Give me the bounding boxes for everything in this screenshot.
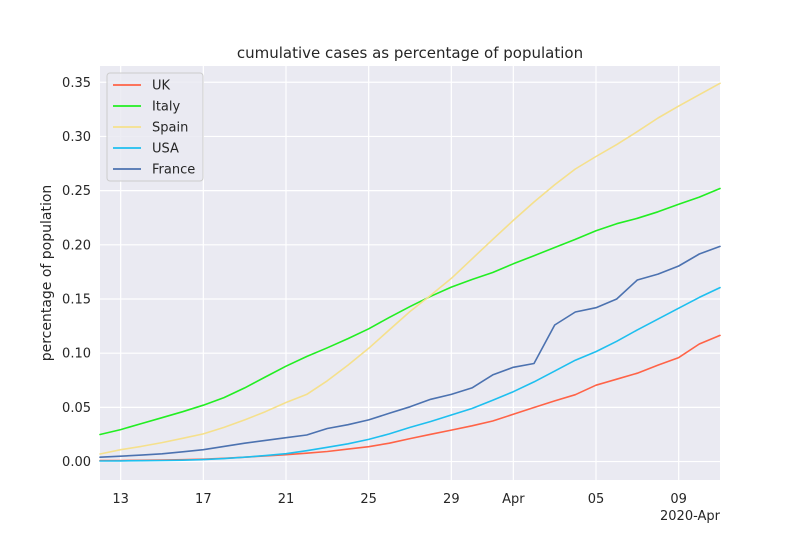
y-tick-label: 0.35 [62, 76, 91, 91]
legend-label: USA [152, 142, 179, 157]
y-tick-label: 0.15 [62, 293, 91, 308]
legend: UK Italy Spain USA France [106, 72, 204, 182]
x-tick-label: 25 [360, 492, 377, 507]
y-axis-ticks: 0.00 0.05 0.10 0.15 0.20 0.25 0.30 0.35 [62, 76, 91, 470]
legend-label: Spain [152, 121, 188, 136]
x-axis-offset-label: 2020-Apr [660, 509, 721, 524]
series-line-spain [99, 82, 721, 455]
legend-label: France [152, 163, 195, 178]
x-tick-label: 29 [443, 492, 460, 507]
y-tick-label: 0.25 [62, 184, 91, 199]
y-axis-label: percentage of population [39, 185, 55, 362]
x-tick-label: Apr [502, 492, 525, 507]
legend-label: UK [152, 79, 171, 94]
y-tick-label: 0.10 [62, 347, 91, 362]
series-lines [99, 82, 721, 462]
x-tick-label: 21 [278, 492, 295, 507]
x-tick-label: 09 [670, 492, 687, 507]
x-axis-ticks: 13 17 21 25 29 Apr 05 09 [112, 492, 687, 507]
series-line-france [99, 245, 721, 459]
x-tick-label: 13 [112, 492, 129, 507]
series-line-italy [99, 187, 721, 436]
y-tick-label: 0.20 [62, 238, 91, 253]
chart-title: cumulative cases as percentage of popula… [237, 44, 583, 62]
y-tick-label: 0.00 [62, 455, 91, 470]
x-tick-label: 17 [195, 492, 212, 507]
legend-label: Italy [152, 100, 181, 115]
legend-box [106, 72, 204, 182]
y-tick-label: 0.05 [62, 401, 91, 416]
x-tick-label: 05 [588, 492, 605, 507]
series-line-usa [99, 286, 721, 462]
y-tick-label: 0.30 [62, 130, 91, 145]
